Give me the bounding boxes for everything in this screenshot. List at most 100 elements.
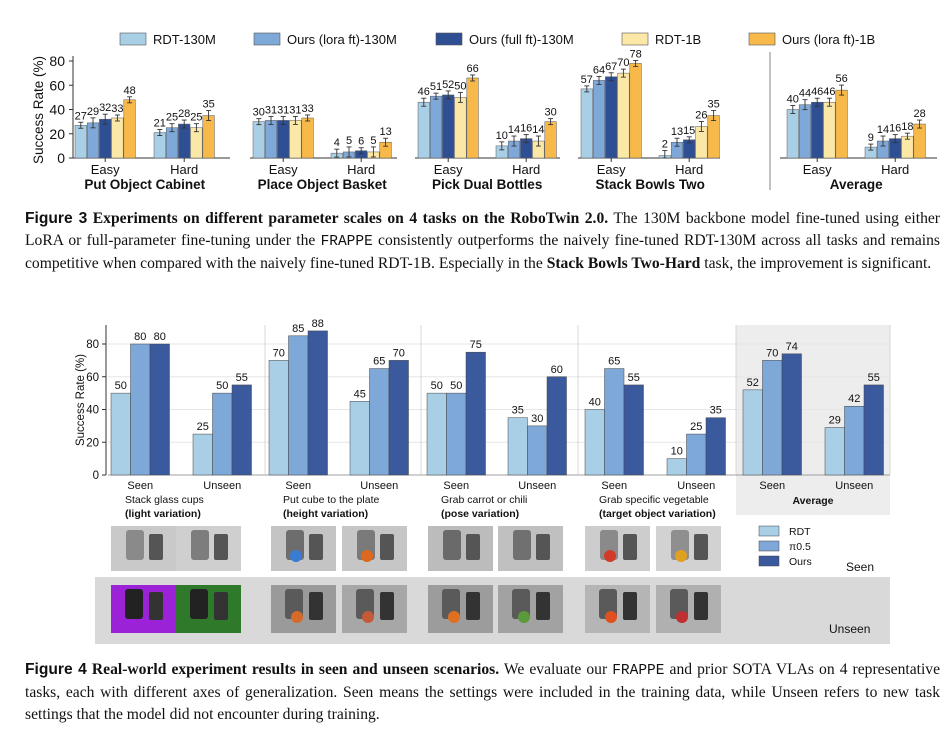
bar — [742, 389, 763, 476]
legend-label: Ours (lora ft)-130M — [287, 32, 397, 47]
robot-arm-shape — [536, 592, 550, 620]
data-label: 9 — [868, 132, 874, 144]
bar — [192, 433, 213, 476]
data-label: 67 — [605, 61, 617, 73]
data-label: 13 — [379, 126, 391, 138]
task-variation: (height variation) — [283, 508, 368, 520]
legend-label: RDT — [789, 526, 811, 538]
data-label: 35 — [512, 405, 524, 417]
x-tick-label: Seen — [127, 480, 153, 492]
bar — [307, 330, 328, 476]
bar — [844, 405, 865, 476]
data-label: 51 — [430, 81, 442, 93]
data-label: 50 — [431, 380, 443, 392]
data-label: 16 — [520, 123, 532, 135]
robot-arm-shape — [190, 589, 208, 619]
bar — [781, 353, 802, 476]
task-photo-unseen — [176, 585, 241, 633]
figure-4-caption: Figure 4 Real-world experiment results i… — [25, 659, 940, 726]
photo-bg — [176, 585, 241, 633]
photo-bg — [271, 585, 336, 633]
x-tick-label: Hard — [675, 162, 703, 177]
task-name: Put cube to the plate — [283, 494, 379, 506]
data-label: 65 — [608, 356, 620, 368]
method-name: FRAPPE — [612, 663, 665, 679]
robot-arm-shape — [214, 534, 228, 560]
bar — [288, 335, 309, 476]
y-tick-label: 60 — [49, 77, 65, 93]
robot-arm-shape — [126, 530, 144, 560]
y-tick-label: 40 — [86, 405, 99, 417]
data-label: 44 — [799, 88, 811, 100]
y-tick-label: 0 — [57, 150, 65, 166]
data-label: 56 — [835, 73, 847, 85]
x-tick-label: Easy — [269, 162, 298, 177]
panel-title: Average — [792, 495, 833, 507]
robot-arm-shape — [513, 530, 531, 560]
bar — [527, 425, 548, 476]
bar — [149, 343, 170, 476]
robot-arm-shape — [309, 534, 323, 560]
data-label: 52 — [747, 377, 759, 389]
data-label: 55 — [236, 372, 248, 384]
data-label: 29 — [87, 106, 99, 118]
data-label: 50 — [454, 80, 466, 92]
y-tick-label: 80 — [86, 339, 99, 351]
y-axis-label: Success Rate (%) — [75, 354, 87, 446]
robot-arm-shape — [149, 534, 163, 560]
robot-arm-shape — [380, 592, 394, 620]
data-label: 31 — [265, 104, 277, 116]
y-tick-label: 20 — [86, 437, 99, 449]
data-label: 13 — [671, 126, 683, 138]
object-shape — [518, 611, 530, 623]
photo-bg — [656, 585, 721, 633]
bar — [604, 368, 625, 476]
data-label: 46 — [811, 86, 823, 98]
data-label: 5 — [346, 135, 352, 147]
legend-label: π0.5 — [789, 541, 811, 553]
figure-3-chart: RDT-130M Ours (lora ft)-130M Ours (full ft… — [31, 32, 937, 192]
task-photo-seen — [271, 526, 336, 571]
data-label: 45 — [354, 388, 366, 400]
panel-title: Place Object Basket — [258, 177, 388, 192]
data-label: 29 — [829, 415, 841, 427]
legend-swatch — [435, 32, 463, 46]
task-photo-unseen — [656, 585, 721, 633]
object-shape — [676, 611, 688, 623]
data-label: 14 — [877, 124, 889, 136]
data-label: 85 — [292, 323, 304, 335]
legend-swatch — [758, 555, 780, 567]
caption-text: The 130M backbone model fine-tuned using… — [25, 210, 940, 249]
data-label: 25 — [197, 421, 209, 433]
legend-label: RDT-1B — [655, 32, 701, 47]
task-photo-unseen — [271, 585, 336, 633]
x-tick-label: Unseen — [360, 480, 398, 492]
caption-text: task, the improvement is significant. — [700, 255, 932, 272]
data-label: 55 — [868, 372, 880, 384]
panel-title: Average — [830, 177, 883, 192]
task-photo-seen — [498, 526, 563, 571]
data-label: 52 — [442, 79, 454, 91]
x-tick-label: Unseen — [835, 480, 873, 492]
data-label: 25 — [166, 112, 178, 124]
bar — [446, 392, 467, 476]
data-label: 46 — [418, 86, 430, 98]
x-tick-label: Hard — [347, 162, 375, 177]
data-label: 10 — [671, 446, 683, 458]
data-label: 35 — [202, 99, 214, 111]
legend-swatch — [758, 540, 780, 552]
task-photo-unseen — [585, 585, 650, 633]
x-tick-label: Seen — [285, 480, 311, 492]
y-tick-label: 0 — [93, 470, 99, 482]
robot-arm-shape — [536, 534, 550, 560]
robot-arm-shape — [466, 592, 480, 620]
legend-swatch — [253, 32, 281, 46]
task-photo-seen — [111, 526, 176, 571]
legend-swatch — [621, 32, 649, 46]
data-label: 66 — [466, 63, 478, 75]
object-shape — [361, 550, 373, 562]
data-label: 14 — [508, 124, 520, 136]
x-tick-label: Easy — [434, 162, 463, 177]
figure-4-label: Figure 4 — [25, 661, 87, 678]
bar — [584, 409, 605, 476]
